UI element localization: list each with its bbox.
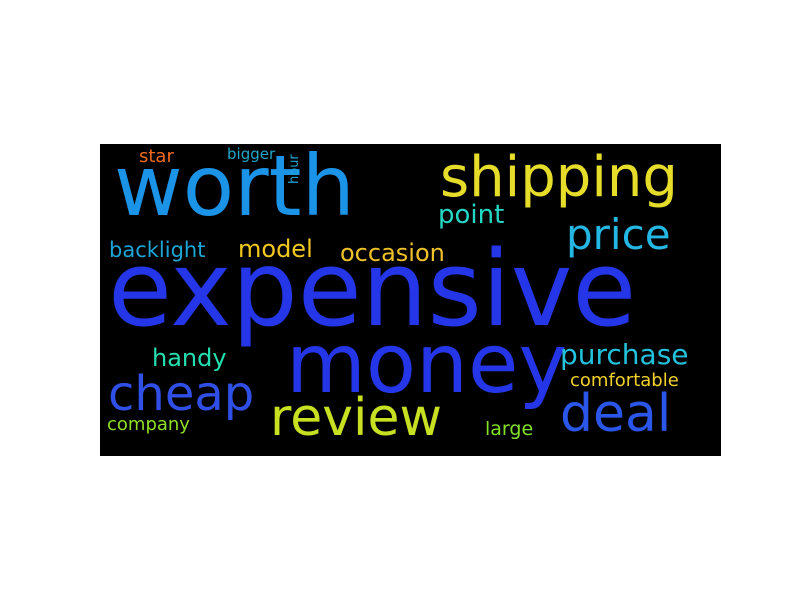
word-review: review	[270, 388, 442, 448]
word-company: company	[107, 414, 190, 435]
word-expensive: expensive	[108, 228, 637, 350]
word-money: money	[286, 317, 567, 412]
word-star: star	[139, 146, 174, 167]
word-backlight: backlight	[109, 238, 206, 262]
word-occasion: occasion	[340, 239, 445, 267]
word-point: point	[438, 200, 505, 230]
word-shipping: shipping	[440, 145, 678, 210]
word-cloud: expensive worth money shipping review ch…	[100, 144, 721, 456]
word-cheap: cheap	[108, 366, 255, 422]
word-worth: worth	[114, 144, 355, 235]
word-deal: deal	[560, 384, 672, 444]
word-price: price	[566, 210, 671, 259]
word-model: model	[238, 235, 313, 263]
word-hour: hour	[287, 154, 302, 184]
word-bigger: bigger	[227, 145, 276, 163]
word-purchase: purchase	[560, 338, 689, 371]
word-handy: handy	[152, 344, 227, 372]
word-large: large	[485, 418, 534, 440]
word-comfortable: comfortable	[570, 370, 679, 391]
